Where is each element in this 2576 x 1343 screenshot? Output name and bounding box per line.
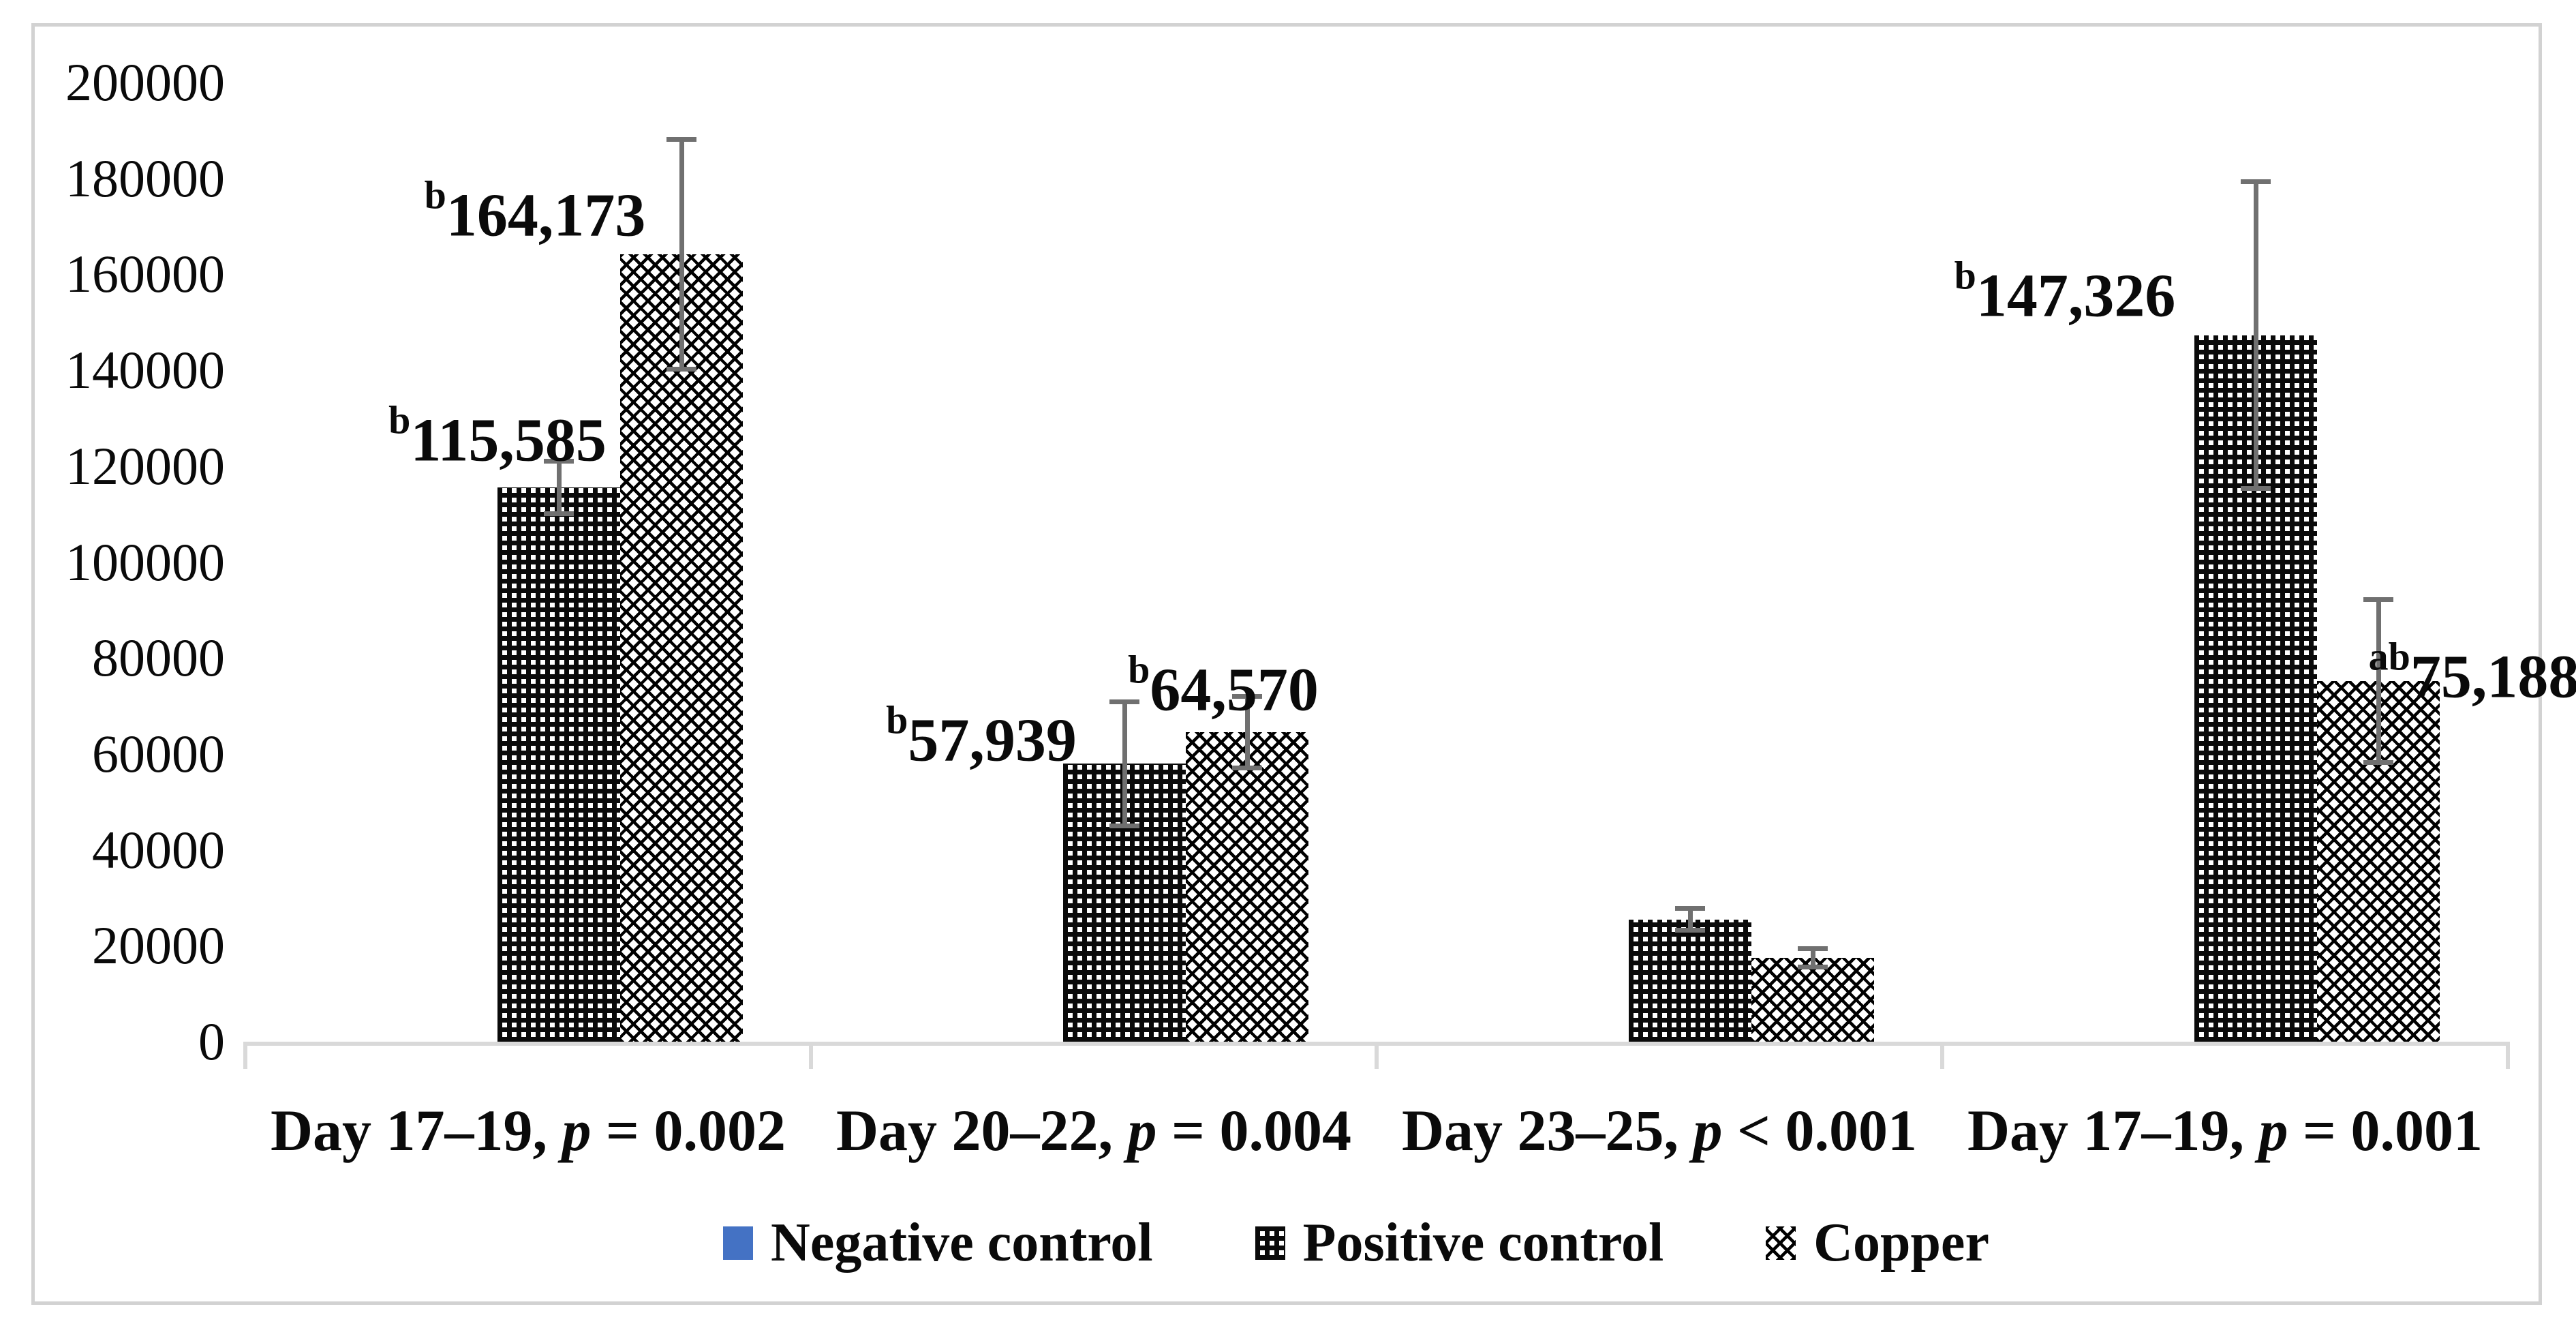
error-bar-top-cap	[1798, 946, 1828, 951]
bar-value-label: b147,326	[1954, 253, 2176, 330]
error-bar-bottom-cap	[666, 366, 696, 372]
x-axis-boundary-tick	[1940, 1042, 1944, 1069]
legend-label-positive-control: Positive control	[1302, 1212, 1664, 1273]
legend-swatch-copper	[1766, 1226, 1796, 1260]
error-bar-top-cap	[1675, 906, 1705, 911]
error-bar-top-cap	[1232, 693, 1262, 699]
y-axis-tick-label: 80000	[92, 628, 225, 688]
significance-superscript: b	[1128, 647, 1150, 692]
error-bar-positive-control	[2253, 181, 2258, 489]
x-axis-category-label: Day 17–19, p = 0.001	[1967, 1098, 2483, 1163]
x-axis-boundary-tick	[243, 1042, 247, 1069]
significance-superscript: b	[886, 697, 908, 742]
bar-value-label: b64,570	[1128, 647, 1319, 724]
x-axis-category-label: Day 23–25, p < 0.001	[1401, 1098, 1918, 1163]
significance-superscript: b	[424, 172, 446, 217]
legend-item-negative-control: Negative control	[723, 1212, 1153, 1274]
bar-value-label: b57,939	[886, 697, 1077, 774]
x-axis-category-label: Day 17–19, p = 0.002	[270, 1098, 786, 1163]
bar-positive-control	[1629, 919, 1751, 1042]
error-bar-bottom-cap	[1798, 964, 1828, 969]
error-bar-bottom-cap	[1109, 823, 1139, 828]
significance-superscript: b	[388, 397, 411, 442]
y-axis-tick-label: 40000	[92, 819, 225, 879]
bar-copper	[1751, 957, 1874, 1042]
error-bar-copper	[1244, 695, 1250, 768]
y-axis-tick-label: 160000	[65, 244, 225, 304]
p-symbol: p	[1693, 1098, 1723, 1163]
legend-item-positive-control: Positive control	[1255, 1212, 1664, 1274]
y-axis-tick-label: 100000	[65, 532, 225, 592]
error-bar-positive-control	[1687, 908, 1693, 931]
y-axis-tick-label: 20000	[92, 916, 225, 976]
legend-item-copper: Copper	[1766, 1212, 1989, 1274]
error-bar-top-cap	[2241, 179, 2271, 185]
bar-value-label: b115,585	[388, 397, 607, 474]
error-bar-top-cap	[1109, 699, 1139, 704]
legend-label-negative-control: Negative control	[771, 1212, 1153, 1273]
error-bar-bottom-cap	[1232, 765, 1262, 770]
error-bar-positive-control	[556, 461, 562, 514]
p-symbol: p	[562, 1098, 592, 1163]
error-bar-copper	[679, 139, 684, 369]
bar-value-label: b164,173	[424, 172, 646, 250]
p-symbol: p	[2258, 1098, 2288, 1163]
p-symbol: p	[1127, 1098, 1157, 1163]
y-axis-tick-label: 60000	[92, 723, 225, 783]
y-axis-tick-label: 200000	[65, 52, 225, 112]
error-bar-positive-control	[1122, 701, 1127, 826]
x-axis-boundary-tick	[2506, 1042, 2510, 1069]
error-bar-copper	[1810, 948, 1815, 967]
error-bar-top-cap	[666, 137, 696, 142]
bar-copper	[620, 254, 743, 1042]
bar-positive-control	[497, 487, 620, 1042]
x-axis-boundary-tick	[1375, 1042, 1379, 1069]
legend-swatch-negative-control	[723, 1226, 754, 1260]
y-axis-tick-label: 0	[198, 1012, 225, 1071]
legend: Negative control Positive control Copper	[232, 1205, 2481, 1280]
bar-value-label: ab75,188	[2368, 634, 2576, 711]
legend-swatch-positive-control	[1255, 1226, 1285, 1260]
y-axis-tick-label: 140000	[65, 340, 225, 400]
error-bar-copper	[2376, 599, 2381, 763]
figure-frame	[31, 23, 2542, 1305]
error-bar-bottom-cap	[1675, 927, 1705, 933]
x-axis-category-label: Day 20–22, p = 0.004	[835, 1098, 1352, 1163]
error-bar-bottom-cap	[2241, 485, 2271, 491]
significance-superscript: ab	[2368, 634, 2410, 679]
error-bar-top-cap	[544, 459, 574, 464]
x-axis-boundary-tick	[809, 1042, 813, 1069]
y-axis-tick-label: 180000	[65, 148, 225, 208]
legend-label-copper: Copper	[1813, 1212, 1989, 1273]
error-bar-top-cap	[2363, 597, 2393, 603]
significance-superscript: b	[1954, 253, 1976, 298]
error-bar-bottom-cap	[2363, 759, 2393, 765]
error-bar-bottom-cap	[544, 511, 574, 516]
y-axis-tick-label: 120000	[65, 436, 225, 496]
bar-copper	[1186, 731, 1308, 1042]
